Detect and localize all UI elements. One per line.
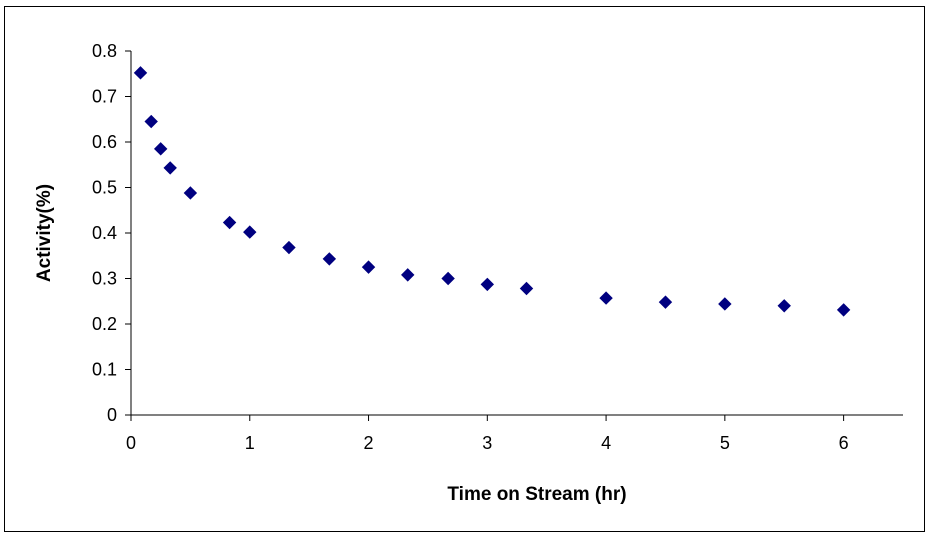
y-tick-label: 0.8: [92, 41, 117, 61]
data-point: [153, 142, 168, 156]
x-tick-label: 4: [601, 433, 611, 453]
data-point: [519, 281, 534, 296]
data-point: [836, 303, 851, 317]
data-point: [243, 225, 257, 239]
data-point: [322, 252, 337, 266]
chart-frame: [4, 6, 925, 532]
data-point: [599, 291, 613, 305]
data-point: [658, 295, 673, 309]
x-tick-label: 5: [720, 433, 730, 453]
y-tick-label: 0.1: [92, 360, 117, 380]
plot-area: 0 0.1 0.2 0.3 0.4 0.5 0.6 0.7 0.8 0 1 2 3 4 5 6: [92, 41, 903, 453]
data-point: [480, 277, 495, 292]
x-tick-label: 0: [126, 433, 136, 453]
data-point: [282, 240, 296, 255]
y-tick-label: 0: [107, 405, 117, 425]
y-tick-label: 0.2: [92, 314, 117, 334]
data-point: [163, 161, 177, 175]
y-tick-label: 0.6: [92, 132, 117, 152]
x-tick-label: 6: [839, 433, 849, 453]
x-tick-label: 3: [482, 433, 492, 453]
x-axis-title: Time on Stream (hr): [447, 484, 626, 505]
x-tick-label: 2: [364, 433, 374, 453]
x-tick-label: 1: [245, 433, 255, 453]
data-point: [401, 268, 415, 282]
data-point: [133, 66, 148, 80]
y-tick-label: 0.5: [92, 178, 117, 198]
data-point: [718, 297, 732, 311]
y-axis-title: Activity(%): [34, 184, 55, 282]
y-tick-label: 0.3: [92, 269, 117, 289]
data-point: [222, 215, 237, 230]
y-tick-label: 0.7: [92, 87, 117, 107]
data-point: [144, 114, 158, 129]
data-point: [441, 271, 455, 286]
y-tick-label: 0.4: [92, 223, 117, 243]
data-point: [183, 186, 198, 200]
data-point: [361, 260, 376, 274]
data-point: [777, 299, 791, 313]
